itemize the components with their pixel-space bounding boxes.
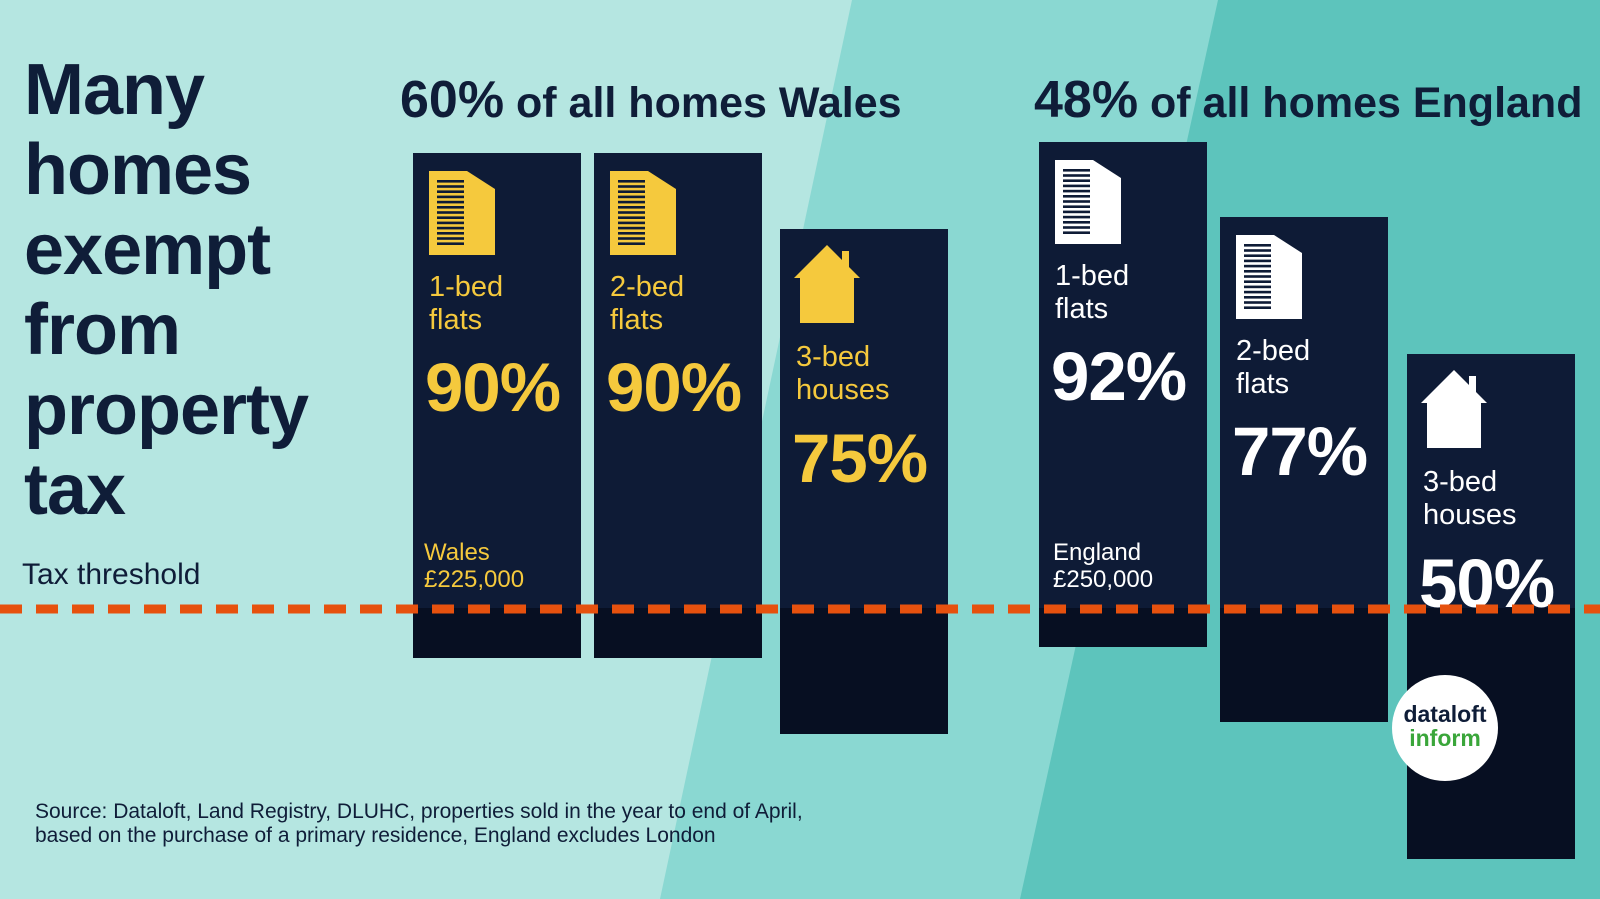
wales-heading: 60% of all homes Wales: [400, 70, 902, 130]
dataloft-logo: dataloft inform: [1392, 675, 1498, 781]
bar-value-label: 90%: [606, 349, 742, 426]
bar-england-1: 1-bed flats 92%: [1039, 142, 1207, 647]
house-icon: [1421, 370, 1487, 453]
logo-line2: inform: [1409, 725, 1481, 751]
bar-wales-1: 1-bed flats 90%: [413, 153, 581, 658]
bar-below-threshold: [780, 608, 948, 734]
source-note: Source: Dataloft, Land Registry, DLUHC, …: [35, 800, 803, 847]
bar-category-label: 3-bed houses: [1423, 466, 1517, 531]
bar-wales-3: 3-bed houses 75%: [780, 229, 948, 734]
bar-wales-2: 2-bed flats 90%: [594, 153, 762, 658]
england-total-pct: 48%: [1034, 71, 1139, 129]
bar-below-threshold: [1039, 608, 1207, 647]
bar-category-label: 1-bed flats: [429, 271, 504, 336]
page-title: Many homes exempt from property tax: [24, 50, 309, 530]
threshold-label: Tax threshold: [22, 558, 201, 591]
england-heading: 48% of all homes England: [1034, 70, 1582, 130]
bar-below-threshold: [1220, 608, 1388, 722]
bar-below-threshold: [594, 608, 762, 658]
bar-england-2: 2-bed flats 77%: [1220, 217, 1388, 722]
bar-category-label: 1-bed flats: [1055, 260, 1130, 325]
bar-value-label: 75%: [792, 420, 928, 497]
flat-icon: [429, 171, 495, 260]
bar-below-threshold: [413, 608, 581, 658]
logo-line1: dataloft: [1403, 701, 1487, 727]
bar-category-label: 2-bed flats: [610, 271, 685, 336]
wales-total-pct: 60%: [400, 71, 505, 129]
england-heading-text: of all homes England: [1138, 79, 1583, 127]
flat-icon: [1236, 235, 1302, 324]
bar-value-label: 90%: [425, 349, 561, 426]
flat-icon: [1055, 160, 1121, 249]
bar-value-label: 92%: [1051, 338, 1187, 415]
house-icon: [794, 245, 860, 328]
bar-category-label: 2-bed flats: [1236, 335, 1311, 400]
threshold-line: [0, 604, 1600, 614]
bar-value-label: 77%: [1232, 413, 1368, 490]
wales-heading-text: of all homes Wales: [504, 79, 902, 127]
england-threshold-note: England £250,000: [1053, 539, 1154, 593]
bar-category-label: 3-bed houses: [796, 341, 890, 406]
flat-icon: [610, 171, 676, 260]
wales-threshold-note: Wales £225,000: [424, 539, 525, 593]
